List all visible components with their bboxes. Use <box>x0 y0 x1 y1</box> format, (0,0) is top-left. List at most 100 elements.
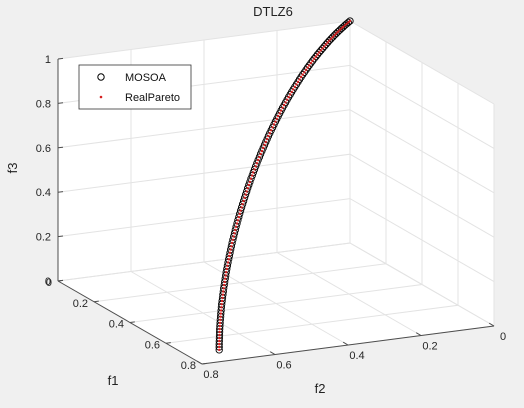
realpareto-point <box>287 95 290 99</box>
realpareto-point <box>218 339 221 343</box>
y-tick-label: 0.6 <box>145 339 160 351</box>
z-tick-mark <box>57 102 64 104</box>
z-axis-label: f3 <box>5 163 20 174</box>
realpareto-point <box>284 101 287 104</box>
realpareto-point <box>234 225 238 228</box>
realpareto-point <box>264 140 267 144</box>
realpareto-point <box>303 71 306 74</box>
realpareto-point <box>279 109 283 112</box>
realpareto-point <box>233 232 236 235</box>
realpareto-point <box>289 93 292 96</box>
realpareto-point <box>321 47 324 50</box>
realpareto-point <box>251 174 254 177</box>
legend-realpareto-marker <box>99 95 103 99</box>
realpareto-point <box>218 330 221 334</box>
legend-box <box>78 64 192 110</box>
x-tick-mark <box>342 341 349 346</box>
realpareto-point <box>230 241 234 245</box>
x-tick-label: 0.8 <box>203 369 218 381</box>
realpareto-point <box>224 274 227 277</box>
realpareto-point <box>245 190 248 193</box>
y-tick-mark <box>201 362 207 365</box>
realpareto-point <box>274 120 277 123</box>
realpareto-point <box>242 199 245 203</box>
realpareto-point <box>271 126 274 129</box>
realpareto-point <box>267 134 270 138</box>
realpareto-point <box>262 146 265 150</box>
realpareto-point <box>218 345 221 349</box>
realpareto-point <box>278 112 281 115</box>
realpareto-point <box>333 34 336 37</box>
mosoa-point <box>252 162 260 170</box>
mosoa-point <box>253 159 261 167</box>
realpareto-point <box>230 245 233 248</box>
realpareto-point <box>268 132 271 135</box>
realpareto-point <box>319 49 323 52</box>
x-tick-mark <box>488 322 495 327</box>
realpareto-point <box>221 296 224 300</box>
realpareto-point <box>343 24 346 27</box>
realpareto-point <box>236 219 240 222</box>
realpareto-point <box>335 32 338 35</box>
realpareto-point <box>225 267 228 271</box>
legend-realpareto-label: RealPareto <box>125 92 180 104</box>
realpareto-point <box>281 106 284 110</box>
realpareto-point <box>341 25 345 29</box>
realpareto-point <box>324 43 328 46</box>
realpareto-point <box>313 57 316 60</box>
realpareto-point <box>234 228 237 232</box>
y-tick-mark <box>165 342 171 344</box>
x-tick-label: 0 <box>500 331 506 343</box>
z-tick-label: 0.8 <box>36 98 51 110</box>
y-axis-label: f2 <box>315 381 326 396</box>
y-tick-label: 0.8 <box>181 360 196 372</box>
legend-mosoa-label: MOSOA <box>125 72 167 84</box>
realpareto-point <box>218 333 221 337</box>
realpareto-point <box>329 37 333 40</box>
realpareto-point <box>301 73 304 76</box>
realpareto-point <box>249 177 253 180</box>
realpareto-point <box>237 215 240 219</box>
chart-title: DTLZ6 <box>253 4 293 19</box>
realpareto-point <box>222 287 225 290</box>
realpareto-point <box>314 55 318 58</box>
realpareto-point <box>290 90 293 94</box>
realpareto-point <box>253 168 256 171</box>
realpareto-point <box>246 187 249 190</box>
realpareto-point <box>295 83 298 86</box>
realpareto-point <box>296 80 300 84</box>
mosoa-point <box>250 165 259 174</box>
z-tick-mark <box>57 235 64 238</box>
realpareto-point <box>222 290 225 293</box>
realpareto-point <box>316 53 319 56</box>
y-tick-mark <box>129 321 135 323</box>
realpareto-point <box>328 39 331 42</box>
realpareto-point <box>244 193 247 196</box>
realpareto-point <box>292 88 295 91</box>
realpareto-point <box>270 129 273 132</box>
y-gridline <box>57 21 351 282</box>
realpareto-point <box>338 29 341 32</box>
realpareto-point <box>285 98 289 102</box>
realpareto-point <box>308 64 311 67</box>
realpareto-point <box>238 212 241 215</box>
z-tick-label: 0.4 <box>36 187 51 199</box>
realpareto-point <box>218 327 221 331</box>
realpareto-point <box>323 45 326 48</box>
x-tick-mark <box>269 351 276 355</box>
series-realpareto <box>218 19 352 352</box>
realpareto-point <box>239 209 242 212</box>
y-gridline <box>129 62 423 323</box>
x-tick-mark <box>415 332 422 336</box>
realpareto-point <box>226 264 229 267</box>
realpareto-point <box>265 137 269 141</box>
realpareto-point <box>299 75 303 79</box>
realpareto-point <box>263 143 266 147</box>
realpareto-point <box>306 66 309 69</box>
realpareto-point <box>348 19 352 23</box>
realpareto-point <box>219 309 223 312</box>
realpareto-point <box>224 277 227 280</box>
realpareto-point <box>218 348 221 352</box>
